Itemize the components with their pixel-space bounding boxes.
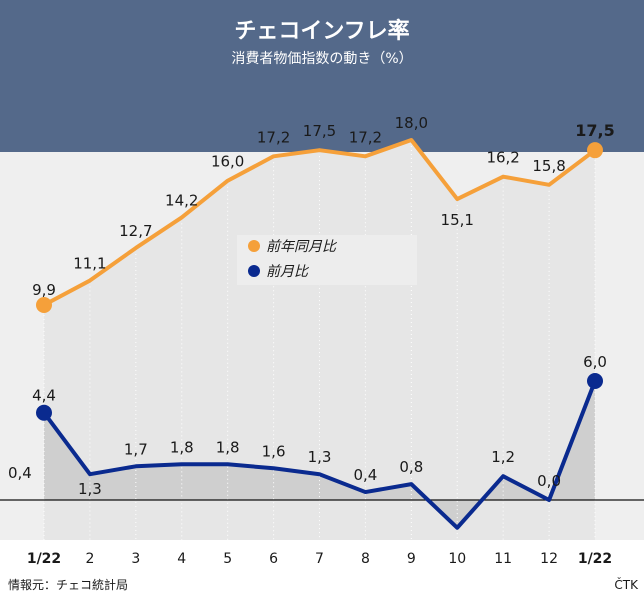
value-label-yoy-0: 9,9 xyxy=(32,281,56,299)
value-label-yoy-1: 11,1 xyxy=(73,255,106,273)
point-yoy-12 xyxy=(587,142,603,159)
value-label-yoy-3: 14,2 xyxy=(165,191,198,209)
legend: 前年同月比 前月比 xyxy=(237,235,417,285)
x-tick-label: 11 xyxy=(494,551,512,567)
chart-title: チェコインフレ率 xyxy=(234,18,409,44)
point-yoy-0 xyxy=(36,297,52,313)
x-tick-label: 6 xyxy=(269,551,278,567)
value-label-mom-8: 0,8 xyxy=(399,458,423,476)
value-label-yoy-10: 16,2 xyxy=(486,149,519,167)
chart-subtitle: 消費者物価指数の動き（%） xyxy=(231,51,412,67)
value-label-mom-10: 1,2 xyxy=(491,448,515,466)
value-label-mom-5: 1,6 xyxy=(262,442,286,460)
area-fills xyxy=(43,140,596,540)
x-tick-label: 1/22 xyxy=(27,551,61,567)
value-label-yoy-6: 17,5 xyxy=(303,122,336,140)
source-note: 情報元：チェコ統計局 xyxy=(8,577,128,592)
x-tick-label: 8 xyxy=(361,551,370,567)
value-label-yoy-4: 16,0 xyxy=(211,153,244,171)
area-mom xyxy=(44,381,595,528)
point-mom-0 xyxy=(36,404,52,421)
legend-marker-mom xyxy=(248,265,260,277)
x-tick-label: 10 xyxy=(448,551,466,567)
value-label-mom-0: 4,4 xyxy=(32,387,56,405)
legend-label-mom: 前月比 xyxy=(266,264,310,280)
value-label-mom-12: 6,0 xyxy=(583,353,607,371)
value-label-mom-3: 1,8 xyxy=(170,438,194,456)
axis-strip xyxy=(0,540,644,595)
x-tick-label: 3 xyxy=(131,551,140,567)
value-label-yoy-8: 18,0 xyxy=(395,114,428,132)
header-background xyxy=(0,0,644,152)
x-tick-label: 12 xyxy=(540,551,558,567)
x-tick-label: 1/22 xyxy=(578,551,612,567)
x-tick-label: 4 xyxy=(177,551,186,567)
legend-marker-yoy xyxy=(248,240,260,252)
value-label-mom-11: 0,0 xyxy=(537,472,561,490)
value-label-yoy-9: 15,1 xyxy=(441,211,474,229)
x-tick-label: 2 xyxy=(85,551,94,567)
series-line-yoy xyxy=(42,138,597,307)
value-label-yoy-7: 17,2 xyxy=(349,128,382,146)
series-line-mom xyxy=(42,379,597,530)
value-label-yoy-12: 17,5 xyxy=(575,121,614,140)
value-label-mom-4: 1,8 xyxy=(216,438,240,456)
value-label-mom-6: 1,3 xyxy=(308,448,332,466)
value-label-mom-7: 0,4 xyxy=(353,466,377,484)
legend-label-yoy: 前年同月比 xyxy=(266,239,338,255)
value-label-yoy-5: 17,2 xyxy=(257,128,290,146)
value-label-yoy-11: 15,8 xyxy=(532,157,565,175)
credit: ČTK xyxy=(614,577,639,592)
value-label-mom-1: 1,3 xyxy=(78,480,102,498)
baseline-label: 0,4 xyxy=(8,464,32,482)
value-label-mom-2: 1,7 xyxy=(124,440,148,458)
x-tick-label: 9 xyxy=(407,551,416,567)
value-label-yoy-2: 12,7 xyxy=(119,222,152,240)
x-tick-label: 7 xyxy=(315,551,324,567)
x-tick-label: 5 xyxy=(223,551,232,567)
point-mom-12 xyxy=(587,373,603,389)
